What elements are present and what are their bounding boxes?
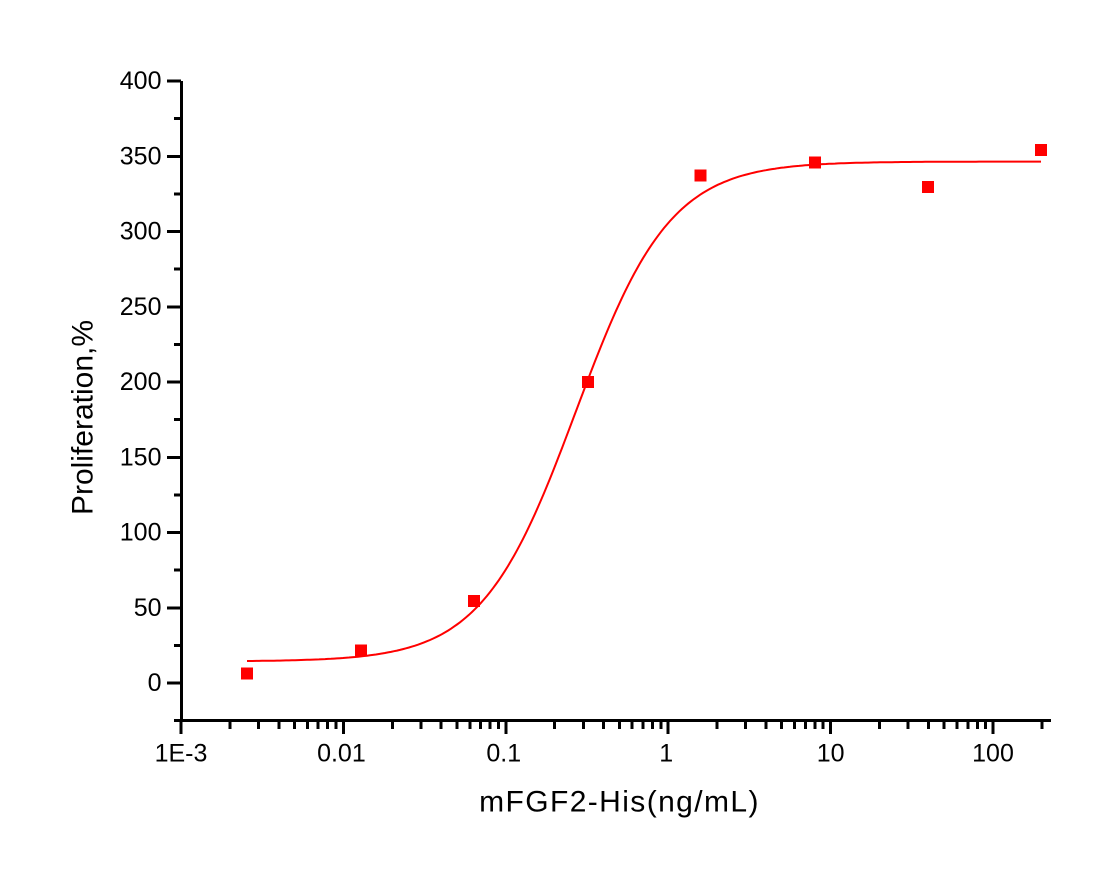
svg-text:400: 400 [120, 67, 162, 95]
svg-text:1: 1 [659, 740, 673, 768]
svg-text:Proliferation,%: Proliferation,% [67, 320, 100, 515]
svg-text:1E-3: 1E-3 [155, 740, 208, 768]
svg-text:250: 250 [120, 293, 162, 321]
svg-text:100: 100 [120, 519, 162, 547]
svg-text:0: 0 [148, 669, 162, 697]
svg-text:mFGF2-His(ng/mL): mFGF2-His(ng/mL) [479, 786, 760, 819]
svg-text:150: 150 [120, 443, 162, 471]
svg-text:10: 10 [817, 740, 845, 768]
svg-text:200: 200 [120, 368, 162, 396]
svg-text:350: 350 [120, 142, 162, 170]
svg-text:50: 50 [134, 594, 162, 622]
svg-text:0.01: 0.01 [317, 740, 366, 768]
svg-text:300: 300 [120, 218, 162, 246]
svg-text:0.1: 0.1 [486, 740, 521, 768]
svg-text:100: 100 [972, 740, 1014, 768]
